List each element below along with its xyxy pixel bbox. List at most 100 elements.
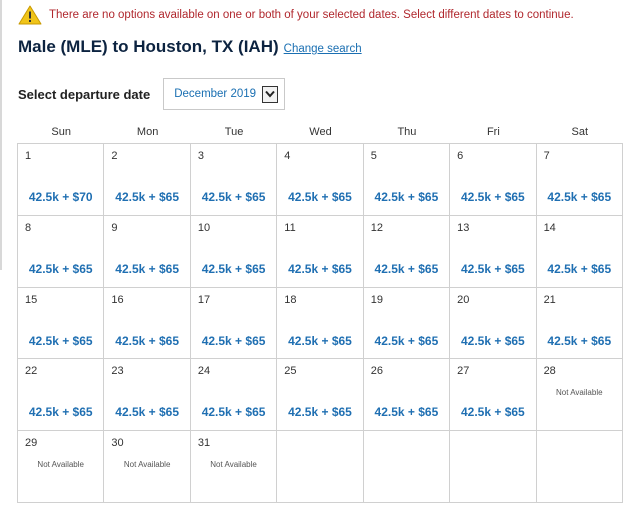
calendar-day-cell[interactable]: 9 42.5k + $65 [104,215,191,288]
day-number: 25 [284,365,297,378]
day-price[interactable]: 42.5k + $70 [28,190,93,204]
calendar-day-cell[interactable]: 21 42.5k + $65 [536,287,623,360]
calendar-empty-cell [277,431,364,503]
calendar-empty-cell [536,431,623,503]
day-number: 22 [25,365,38,378]
day-price[interactable]: 42.5k + $65 [115,261,179,276]
calendar-day-cell[interactable]: 17 42.5k + $65 [190,287,278,360]
calendar-day-cell[interactable]: 12 42.5k + $65 [363,215,451,288]
calendar-day-cell[interactable]: 18 42.5k + $65 [277,287,364,360]
day-price[interactable]: 42.5k + $65 [201,333,266,348]
weekday-thu: Thu [397,126,417,138]
calendar-day-cell[interactable]: 5 42.5k + $65 [363,144,451,216]
day-number: 11 [284,221,296,234]
calendar-day-cell[interactable]: 1 42.5k + $70 [18,144,105,216]
day-number: 10 [197,221,211,234]
day-number: 13 [457,221,470,234]
calendar-day-cell[interactable]: 2 42.5k + $65 [104,144,191,216]
day-number: 23 [111,365,124,378]
day-price[interactable]: 42.5k + $65 [460,405,525,420]
calendar-empty-cell [363,431,451,503]
calendar-day-cell[interactable]: 28 Not Available [536,359,623,432]
day-number: 29 [25,437,38,450]
day-price[interactable]: 42.5k + $65 [115,190,179,204]
change-search-link[interactable]: Change search [283,43,362,55]
calendar-day-cell[interactable]: 29 Not Available [18,431,105,503]
day-number: 28 [543,365,556,378]
day-price[interactable]: 42.5k + $65 [28,333,93,348]
calendar-day-cell[interactable]: 4 42.5k + $65 [277,144,364,216]
not-available-label: Not Available [37,460,84,470]
day-number: 14 [543,221,556,234]
calendar-day-cell[interactable]: 20 42.5k + $65 [450,287,537,360]
warning-alert: There are no options available on one or… [18,2,574,28]
day-price[interactable]: 42.5k + $65 [288,261,352,276]
calendar-day-cell[interactable]: 11 42.5k + $65 [277,215,364,288]
route-title: Male (MLE) to Houston, TX (IAH) [18,37,279,56]
day-price[interactable]: 42.5k + $65 [547,190,612,204]
day-number: 30 [111,437,124,450]
day-price[interactable]: 42.5k + $65 [288,405,352,420]
calendar-day-cell[interactable]: 8 42.5k + $65 [18,215,105,288]
weekday-tue: Tue [224,126,244,138]
day-price[interactable]: 42.5k + $65 [547,333,612,348]
day-price[interactable]: 42.5k + $65 [115,333,179,348]
day-price[interactable]: 42.5k + $65 [460,261,525,276]
calendar-day-cell[interactable]: 15 42.5k + $65 [18,287,105,360]
weekday-wed: Wed [309,126,332,138]
day-price[interactable]: 42.5k + $65 [288,333,352,348]
day-price[interactable]: 42.5k + $65 [460,333,525,348]
day-price[interactable]: 42.5k + $65 [547,261,612,276]
day-number: 7 [543,150,550,162]
day-price[interactable]: 42.5k + $65 [374,261,439,276]
calendar-day-cell[interactable]: 7 42.5k + $65 [536,144,623,216]
day-price[interactable]: 42.5k + $65 [374,405,439,420]
day-price[interactable]: 42.5k + $65 [201,261,266,276]
weekday-fri: Fri [486,126,500,138]
weekday-header: Sun Mon Tue Wed Thu Fri Sat [18,126,623,138]
calendar-day-cell[interactable]: 13 42.5k + $65 [450,215,537,288]
calendar-day-cell[interactable]: 30 Not Available [104,431,191,503]
weekday-mon: Mon [136,126,159,138]
day-number: 2 [111,150,118,162]
day-number: 19 [370,293,383,306]
day-price[interactable]: 42.5k + $65 [201,190,266,204]
day-price[interactable]: 42.5k + $65 [28,405,93,420]
calendar-day-cell[interactable]: 26 42.5k + $65 [363,359,451,432]
calendar-day-cell[interactable]: 31 Not Available [190,431,278,503]
day-price[interactable]: 42.5k + $65 [374,333,439,348]
calendar-day-cell[interactable]: 6 42.5k + $65 [450,144,537,216]
month-select[interactable]: December 2019 [163,78,286,110]
calendar-day-cell[interactable]: 10 42.5k + $65 [190,215,278,288]
day-number: 3 [197,150,204,162]
calendar-day-cell[interactable]: 3 42.5k + $65 [190,144,278,216]
day-price[interactable]: 42.5k + $65 [374,190,439,204]
not-available-label: Not Available [210,460,257,470]
calendar-day-cell[interactable]: 22 42.5k + $65 [18,359,105,432]
day-price[interactable]: 42.5k + $65 [460,190,525,204]
day-price[interactable]: 42.5k + $65 [201,405,266,420]
not-available-label: Not Available [123,460,171,470]
day-price[interactable]: 42.5k + $65 [28,261,93,276]
calendar-day-cell[interactable]: 25 42.5k + $65 [277,359,364,432]
day-number: 16 [111,293,124,306]
day-price[interactable]: 42.5k + $65 [288,190,352,204]
day-number: 31 [197,437,211,450]
day-number: 21 [543,293,556,306]
day-number: 15 [25,293,38,306]
chevron-down-icon[interactable] [262,85,279,103]
not-available-label: Not Available [556,388,603,398]
calendar-day-cell[interactable]: 27 42.5k + $65 [450,359,537,432]
day-number: 1 [25,150,32,162]
day-number: 9 [111,221,118,234]
calendar-day-cell[interactable]: 24 42.5k + $65 [190,359,278,432]
calendar-day-cell[interactable]: 16 42.5k + $65 [104,287,191,360]
calendar-day-cell[interactable]: 19 42.5k + $65 [363,287,451,360]
left-divider [0,0,2,270]
month-select-value: December 2019 [174,88,257,100]
calendar-grid: 1 42.5k + $70 2 42.5k + $65 3 42.5k + $65 4 42.… [17,143,623,503]
calendar-day-cell[interactable]: 23 42.5k + $65 [104,359,191,432]
calendar-day-cell[interactable]: 14 42.5k + $65 [536,215,623,288]
day-price[interactable]: 42.5k + $65 [115,405,179,420]
departure-date-row: Select departure date December 2019 [18,78,286,110]
